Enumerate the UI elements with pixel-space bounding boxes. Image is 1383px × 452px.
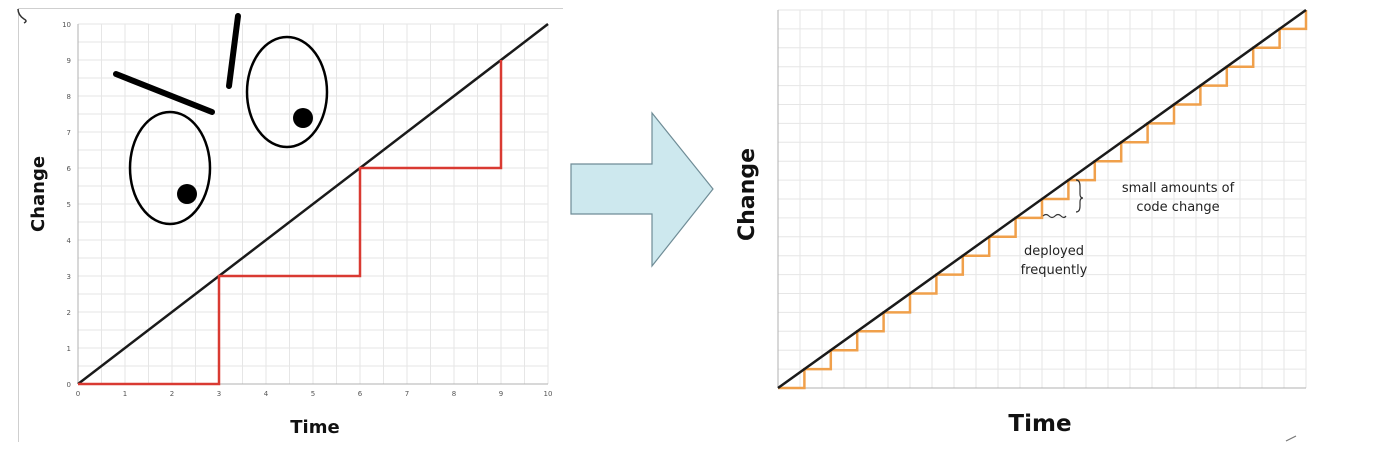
- left-eyebrow: [113, 71, 215, 115]
- y-tick-label: 10: [62, 21, 71, 29]
- x-tick-label: 1: [123, 390, 127, 398]
- corner-mark-icon: [1285, 435, 1297, 442]
- y-tick-label: 3: [67, 273, 71, 281]
- right-x-axis-title: Time: [1008, 411, 1072, 437]
- small-amounts-annotation: small amounts of code change: [1098, 179, 1258, 217]
- left-chart-tick-labels: 0 1 2 3 4 5 6 7 8 9 10 0 1 2 3 4 5 6 7 8 9 10: [62, 21, 552, 398]
- step-width-squiggle-icon: [1042, 213, 1067, 219]
- right-diagonal-line: [777, 8, 1307, 390]
- x-tick-label: 7: [405, 390, 409, 398]
- transition-arrow: [570, 111, 714, 268]
- y-tick-label: 5: [67, 201, 71, 209]
- small-amounts-line-1: small amounts of: [1121, 181, 1235, 196]
- left-step-line: [78, 60, 503, 386]
- left-chart-series: [77, 23, 549, 386]
- x-tick-label: 3: [217, 390, 221, 398]
- right-eye: [245, 35, 329, 149]
- y-tick-label: 7: [67, 129, 71, 137]
- left-pupil: [177, 184, 197, 204]
- x-tick-label: 0: [76, 390, 80, 398]
- deployed-frequently-annotation: deployed frequently: [1008, 242, 1100, 280]
- y-tick-label: 2: [67, 309, 71, 317]
- x-tick-label: 4: [264, 390, 269, 398]
- right-y-axis-title: Change: [735, 148, 760, 241]
- x-tick-label: 5: [311, 390, 315, 398]
- x-tick-label: 6: [358, 390, 363, 398]
- right-pupil: [293, 108, 313, 128]
- y-tick-label: 4: [67, 237, 72, 245]
- left-diagonal-line: [77, 23, 549, 385]
- y-tick-label: 1: [67, 345, 71, 353]
- x-tick-label: 10: [544, 390, 553, 398]
- x-tick-label: 9: [499, 390, 503, 398]
- right-eyebrow: [226, 13, 241, 89]
- left-panel-top-border: [18, 8, 563, 9]
- deployed-line-2: frequently: [1020, 263, 1088, 278]
- right-chart-axes: [777, 10, 1306, 389]
- y-tick-label: 9: [67, 57, 71, 65]
- step-height-bracket-icon: [1075, 179, 1084, 213]
- left-panel-left-border: [18, 8, 19, 442]
- right-chart-series: [777, 8, 1308, 390]
- corner-curl-icon: [17, 8, 27, 24]
- x-tick-label: 2: [170, 390, 174, 398]
- worried-face-doodle: [113, 13, 329, 226]
- small-amounts-line-2: code change: [1136, 200, 1220, 215]
- left-eye: [128, 110, 212, 226]
- left-y-axis-title: Change: [28, 155, 49, 232]
- y-tick-label: 6: [67, 165, 72, 173]
- left-x-axis-title: Time: [290, 417, 340, 438]
- x-tick-label: 8: [452, 390, 456, 398]
- deployed-line-1: deployed: [1023, 244, 1084, 259]
- y-tick-label: 8: [67, 93, 71, 101]
- y-tick-label: 0: [67, 381, 71, 389]
